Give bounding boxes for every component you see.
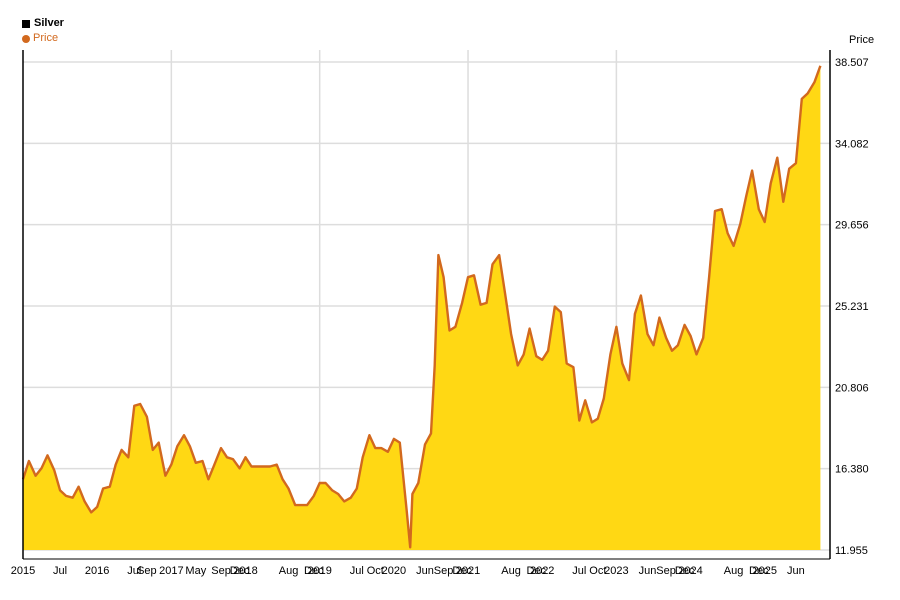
- x-tick-label: Jun: [416, 565, 434, 577]
- x-tick-label: Aug: [501, 565, 521, 577]
- x-tick-label: Jul: [127, 565, 141, 577]
- y-tick-label: 11.955: [835, 545, 868, 557]
- x-tick-label: Oct: [367, 565, 384, 577]
- x-tick-label: 2016: [85, 565, 109, 577]
- x-tick-label: Sep: [211, 565, 231, 577]
- y-tick-label: 25.231: [835, 301, 869, 313]
- legend-title: Silver: [34, 17, 64, 29]
- x-tick-label: Oct: [589, 565, 606, 577]
- x-tick-label: Jul: [572, 565, 586, 577]
- x-tick-label: 2015: [11, 565, 35, 577]
- y-tick-label: 29.656: [835, 220, 869, 232]
- x-tick-label: 2025: [752, 565, 776, 577]
- x-tick-label: Dec: [526, 565, 546, 577]
- legend-title-row: Silver: [22, 16, 64, 31]
- y-tick-labels: 11.955 16.380 20.806 25.231 29.656 34.082 38.5…: [835, 57, 869, 557]
- x-tick-label: Aug: [724, 565, 744, 577]
- legend-dot-icon: [22, 34, 30, 43]
- x-tick-label: 2017: [159, 565, 183, 577]
- x-tick-label: Dec: [675, 565, 695, 577]
- legend: Silver Price: [22, 16, 64, 46]
- price-area: [23, 65, 821, 551]
- x-tick-label: 2022: [530, 565, 554, 577]
- y-axis-title: Price: [849, 34, 875, 46]
- y-tick-label: 38.507: [835, 57, 869, 69]
- legend-series-row: Price: [22, 31, 64, 46]
- x-tick-label: Jun: [787, 565, 805, 577]
- x-tick-label: Sep: [434, 565, 454, 577]
- x-tick-label: 2023: [604, 565, 628, 577]
- x-tick-label: Aug: [279, 565, 299, 577]
- x-tick-label: 2024: [678, 565, 702, 577]
- x-tick-label: Dec: [304, 565, 324, 577]
- x-tick-label: Dec: [230, 565, 250, 577]
- x-tick-label: Dec: [452, 565, 472, 577]
- legend-square-icon: [22, 19, 30, 28]
- y-tick-label: 16.380: [835, 464, 869, 476]
- x-tick-label: May: [185, 565, 206, 577]
- x-tick-label: 2021: [456, 565, 480, 577]
- price-line: [21, 65, 822, 549]
- x-tick-label: 2020: [382, 565, 406, 577]
- x-tick-label: Jul: [350, 565, 364, 577]
- x-tick-label: Sep: [137, 565, 157, 577]
- y-tick-label: 20.806: [835, 382, 869, 394]
- x-tick-label: 2019: [307, 565, 331, 577]
- x-tick-label: Sep: [656, 565, 676, 577]
- x-tick-label: Dec: [749, 565, 769, 577]
- y-tick-label: 34.082: [835, 138, 869, 150]
- axes: [22, 50, 831, 560]
- x-tick-label: 2018: [233, 565, 257, 577]
- x-tick-label: Jun: [639, 565, 657, 577]
- legend-series-label: Price: [33, 32, 59, 44]
- x-tick-label: Jul: [53, 565, 67, 577]
